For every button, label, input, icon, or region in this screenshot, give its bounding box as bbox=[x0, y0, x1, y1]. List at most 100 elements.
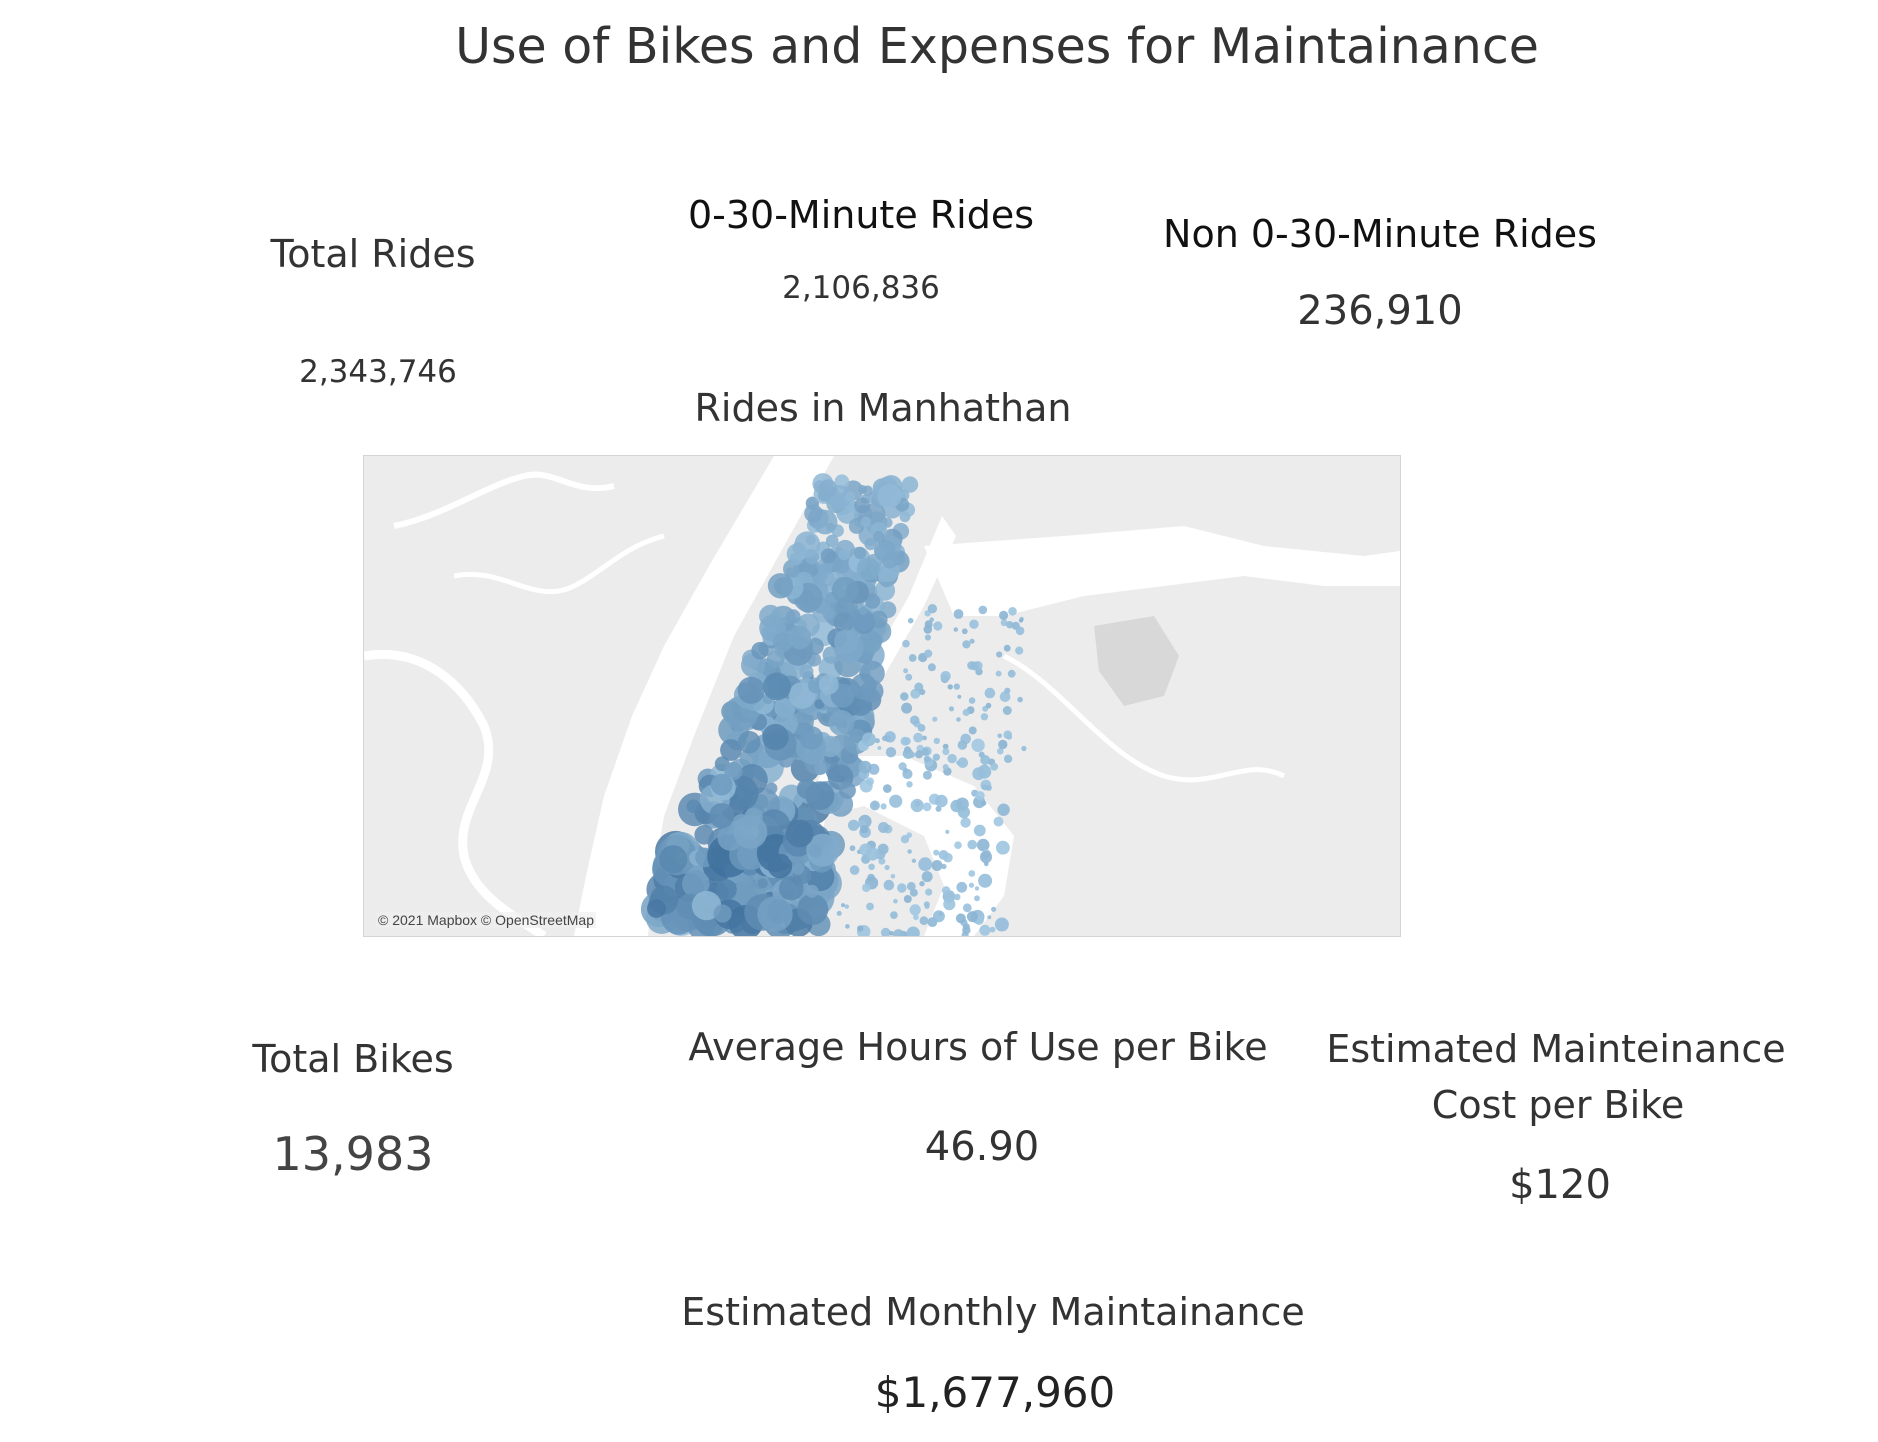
station-marker bbox=[908, 654, 917, 662]
station-marker bbox=[985, 784, 992, 791]
station-marker bbox=[909, 888, 918, 897]
station-marker bbox=[980, 713, 989, 721]
station-marker bbox=[980, 755, 991, 765]
station-marker bbox=[996, 840, 1010, 855]
total-bikes-label: Total Bikes bbox=[252, 1037, 454, 1081]
station-marker bbox=[751, 642, 769, 660]
station-marker bbox=[933, 849, 940, 856]
manhattan-rides-map[interactable]: © 2021 Mapbox © OpenStreetMap bbox=[363, 455, 1401, 937]
station-marker bbox=[961, 628, 968, 635]
station-marker bbox=[733, 815, 768, 849]
station-marker bbox=[902, 639, 910, 648]
station-marker bbox=[947, 684, 953, 690]
station-marker bbox=[923, 625, 933, 634]
station-marker bbox=[906, 832, 912, 838]
station-marker bbox=[1003, 730, 1012, 739]
station-marker bbox=[973, 824, 986, 837]
station-marker bbox=[845, 491, 856, 502]
station-marker bbox=[869, 800, 880, 811]
station-marker bbox=[883, 879, 895, 891]
station-marker bbox=[913, 732, 923, 743]
station-marker bbox=[997, 733, 1002, 739]
station-marker bbox=[845, 924, 850, 929]
station-marker bbox=[806, 637, 824, 655]
station-marker bbox=[978, 873, 993, 888]
station-marker bbox=[993, 816, 1004, 827]
station-marker bbox=[806, 833, 840, 867]
station-marker bbox=[919, 688, 926, 696]
station-marker bbox=[881, 551, 899, 569]
map-canvas[interactable] bbox=[364, 456, 1400, 936]
station-marker bbox=[825, 534, 839, 548]
station-marker bbox=[971, 738, 985, 752]
station-marker bbox=[882, 735, 888, 741]
hudson-river bbox=[574, 456, 834, 936]
station-marker bbox=[737, 730, 761, 754]
station-marker bbox=[921, 871, 933, 883]
map-title: Rides in Manhathan bbox=[694, 386, 1072, 430]
station-marker bbox=[943, 852, 953, 863]
station-marker bbox=[995, 670, 1002, 677]
station-marker bbox=[970, 661, 979, 671]
total-bikes-value: 13,983 bbox=[272, 1127, 434, 1181]
station-marker bbox=[927, 604, 938, 614]
station-marker bbox=[797, 893, 829, 925]
station-marker bbox=[883, 784, 892, 793]
station-marker bbox=[902, 768, 913, 780]
station-marker bbox=[919, 881, 925, 887]
station-marker bbox=[694, 825, 714, 845]
station-marker bbox=[935, 805, 942, 812]
station-marker bbox=[889, 931, 894, 936]
station-marker bbox=[884, 731, 896, 743]
station-marker bbox=[857, 925, 864, 932]
station-marker bbox=[877, 746, 882, 750]
station-marker bbox=[854, 497, 871, 514]
station-marker bbox=[799, 726, 824, 750]
station-marker bbox=[953, 609, 964, 619]
station-marker bbox=[796, 778, 817, 799]
station-marker bbox=[911, 858, 917, 863]
station-marker bbox=[799, 664, 814, 679]
station-marker bbox=[757, 896, 793, 932]
station-marker bbox=[1007, 669, 1016, 678]
station-marker bbox=[890, 874, 896, 879]
station-marker bbox=[865, 847, 880, 861]
station-marker bbox=[854, 546, 867, 560]
station-marker bbox=[828, 710, 855, 736]
station-marker bbox=[873, 531, 885, 543]
station-marker bbox=[897, 883, 907, 893]
station-marker bbox=[766, 650, 785, 669]
station-marker bbox=[715, 879, 737, 901]
station-marker bbox=[767, 573, 794, 599]
station-marker bbox=[905, 673, 913, 681]
station-marker bbox=[901, 702, 913, 714]
station-marker bbox=[682, 870, 710, 898]
station-marker bbox=[851, 608, 875, 632]
station-marker bbox=[907, 849, 912, 854]
station-marker bbox=[922, 770, 932, 780]
station-marker bbox=[927, 663, 936, 672]
station-marker bbox=[737, 676, 765, 704]
station-marker bbox=[659, 845, 688, 874]
station-marker bbox=[779, 876, 804, 901]
station-marker bbox=[713, 904, 732, 923]
station-marker bbox=[763, 672, 791, 701]
station-marker bbox=[984, 687, 996, 699]
station-marker bbox=[948, 706, 955, 712]
station-marker bbox=[877, 484, 902, 509]
station-marker bbox=[786, 609, 801, 624]
station-marker bbox=[974, 886, 980, 891]
station-marker bbox=[1015, 626, 1025, 636]
station-marker bbox=[915, 750, 923, 759]
total-rides-value: 2,343,746 bbox=[299, 354, 457, 390]
station-marker bbox=[997, 747, 1004, 755]
station-marker bbox=[967, 839, 977, 850]
station-marker bbox=[831, 576, 859, 604]
station-marker bbox=[953, 893, 961, 901]
station-marker bbox=[858, 606, 868, 616]
station-marker bbox=[1000, 619, 1008, 627]
long-rides-value: 236,910 bbox=[1297, 288, 1463, 334]
park-area bbox=[1094, 616, 1179, 706]
station-marker bbox=[942, 743, 949, 750]
ride-station-markers bbox=[640, 473, 1027, 936]
